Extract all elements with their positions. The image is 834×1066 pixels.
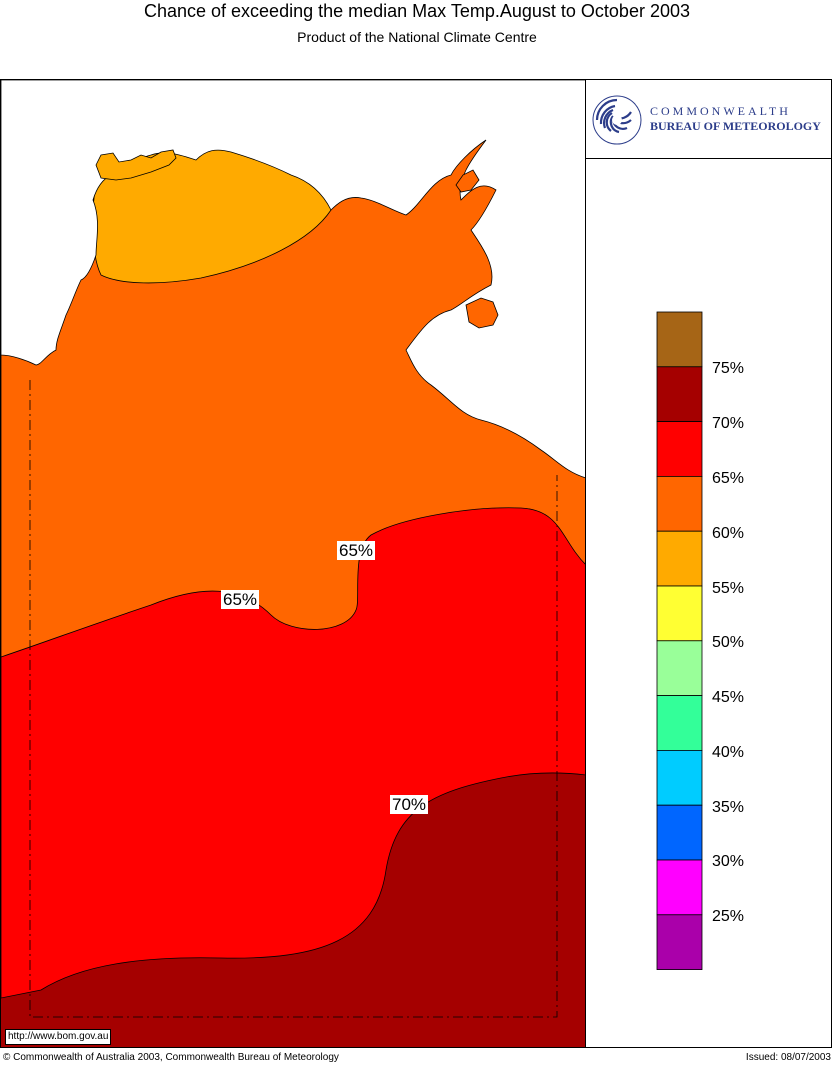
legend-label-30: 30% (712, 853, 745, 870)
logo-line-commonwealth: COMMONWEALTH (650, 104, 791, 118)
legend-label-70: 70% (712, 415, 745, 432)
legend-label-65: 65% (712, 470, 745, 487)
legend-label-25: 25% (712, 908, 745, 925)
copyright-text: © Commonwealth of Australia 2003, Common… (3, 1052, 339, 1063)
groote-island (465, 297, 499, 329)
legend-label-55: 55% (712, 580, 745, 597)
contour-label-65-east: 65% (337, 541, 376, 560)
state-border (29, 380, 558, 1018)
logo-line-bureau: BUREAU OF METEOROLOGY (650, 119, 821, 133)
page-subtitle: Product of the National Climate Centre (297, 29, 537, 45)
logo-panel (586, 80, 832, 159)
issued-date: Issued: 08/07/2003 (745, 1052, 831, 1063)
legend-label-75: 75% (712, 360, 745, 377)
contour-label-65-west: 65% (221, 590, 260, 609)
ocean (1, 80, 586, 479)
bom-url-link[interactable]: http://www.bom.gov.au (5, 1029, 112, 1045)
contour-label-70: 70% (390, 795, 429, 814)
map (1, 80, 586, 1047)
melville-island (95, 149, 177, 181)
page-title: Chance of exceeding the median Max Temp.… (143, 1, 690, 21)
legend-label-45: 45% (712, 689, 745, 706)
eastern-islands (455, 169, 480, 193)
panel-divider (585, 79, 586, 1048)
legend-label-35: 35% (712, 799, 745, 816)
map-frame (0, 79, 832, 1048)
legend-label-50: 50% (712, 634, 745, 651)
legend-label-60: 60% (712, 525, 745, 542)
legend-label-40: 40% (712, 744, 745, 761)
bom-swirl-icon (592, 95, 642, 145)
